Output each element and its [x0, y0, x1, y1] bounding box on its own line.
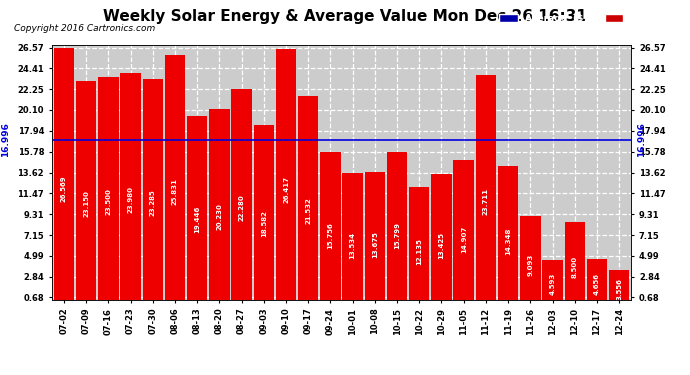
Bar [609, 270, 629, 304]
Bar [586, 259, 607, 304]
Text: 9.093: 9.093 [527, 254, 533, 276]
Text: 15.756: 15.756 [328, 222, 333, 249]
Text: 21.532: 21.532 [305, 197, 311, 224]
Text: 16.996: 16.996 [637, 123, 646, 158]
Text: 4.656: 4.656 [594, 273, 600, 295]
Text: 14.907: 14.907 [461, 226, 466, 253]
Bar [364, 172, 385, 304]
Text: 3.556: 3.556 [616, 278, 622, 300]
Text: Weekly Solar Energy & Average Value Mon Dec 26 16:31: Weekly Solar Energy & Average Value Mon … [103, 9, 587, 24]
Text: 22.280: 22.280 [239, 194, 245, 220]
Bar [98, 77, 119, 304]
Text: 13.534: 13.534 [350, 232, 355, 259]
Text: 23.150: 23.150 [83, 190, 89, 217]
Bar [143, 79, 163, 304]
Bar [76, 81, 97, 304]
Legend: Average  ($), Daily   ($): Average ($), Daily ($) [497, 12, 682, 25]
Text: 25.831: 25.831 [172, 178, 178, 205]
Text: 14.348: 14.348 [505, 228, 511, 255]
Bar [520, 216, 540, 304]
Bar [320, 152, 341, 304]
Bar [231, 89, 252, 304]
Text: 20.230: 20.230 [217, 203, 222, 229]
Bar [387, 152, 407, 304]
Text: 18.582: 18.582 [261, 210, 267, 237]
Text: 15.799: 15.799 [394, 222, 400, 249]
Bar [54, 48, 75, 304]
Bar [165, 55, 185, 304]
Text: 13.425: 13.425 [438, 232, 444, 259]
Bar [453, 160, 474, 304]
Text: 23.285: 23.285 [150, 189, 156, 216]
Text: 13.675: 13.675 [372, 231, 378, 258]
Bar [542, 260, 563, 304]
Bar [409, 187, 429, 304]
Bar [209, 109, 230, 304]
Text: 16.996: 16.996 [1, 123, 10, 158]
Bar [342, 173, 363, 304]
Bar [298, 96, 319, 304]
Bar [120, 72, 141, 304]
Bar [498, 165, 518, 304]
Text: 26.417: 26.417 [283, 176, 289, 203]
Text: 12.135: 12.135 [416, 238, 422, 265]
Text: 23.711: 23.711 [483, 188, 489, 214]
Text: 23.980: 23.980 [128, 186, 134, 213]
Bar [187, 116, 208, 304]
Bar [431, 174, 452, 304]
Text: 26.569: 26.569 [61, 175, 67, 202]
Bar [276, 49, 296, 304]
Bar [564, 222, 585, 304]
Bar [254, 124, 274, 304]
Bar [475, 75, 496, 304]
Text: Copyright 2016 Cartronics.com: Copyright 2016 Cartronics.com [14, 24, 155, 33]
Text: 23.500: 23.500 [106, 189, 111, 215]
Text: 4.593: 4.593 [549, 273, 555, 295]
Text: 8.500: 8.500 [572, 256, 578, 278]
Text: 19.446: 19.446 [194, 206, 200, 233]
